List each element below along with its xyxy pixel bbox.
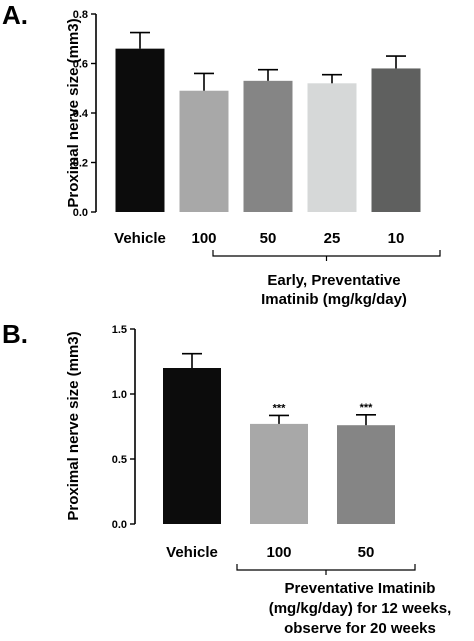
y-tick-label-a: 0.0 [73, 207, 88, 219]
group-label-b-line-1: (mg/kg/day) for 12 weeks, [269, 600, 452, 617]
group-label-a-line-0: Early, Preventative [267, 272, 400, 289]
category-label-b-0: Vehicle [166, 544, 218, 561]
y-tick-label-b: 0.5 [112, 454, 127, 466]
panel-b: B. Proximal nerve size (mm3) 0.0 0.5 1.0 1.5 V… [2, 319, 451, 637]
category-label-a-4: 10 [388, 230, 405, 247]
bar-a-1 [179, 90, 229, 212]
y-tick-label-a: 0.8 [73, 9, 88, 21]
panel-label-a: A. [2, 0, 28, 30]
group-label-b-line-0: Preventative Imatinib [285, 580, 436, 597]
category-label-a-1: 100 [191, 230, 216, 247]
category-label-b-1: 100 [266, 544, 291, 561]
y-tick-label-b: 0.0 [112, 519, 127, 531]
y-tick-label-b: 1.5 [112, 324, 127, 336]
panel-a: A. Proximal nerve size (mm3)0.0 0.2 0.4 0.6 0… [2, 0, 441, 308]
bar-a-0 [115, 48, 165, 213]
y-tick-label-a: 0.4 [73, 108, 89, 120]
significance-label-b-2: *** [360, 402, 374, 414]
category-label-a-0: Vehicle [114, 230, 166, 247]
bar-b-1 [250, 423, 308, 524]
bar-b-0 [163, 368, 221, 524]
panel-label-b: B. [2, 319, 28, 349]
category-label-b-2: 50 [358, 544, 375, 561]
group-label-a-line-1: Imatinib (mg/kg/day) [261, 291, 407, 308]
group-bracket-b [236, 564, 416, 571]
y-tick-label-a: 0.2 [73, 158, 88, 170]
group-bracket-a [212, 250, 441, 257]
y-axis-label-b: Proximal nerve size (mm3) [65, 331, 82, 520]
y-tick-label-b: 1.0 [112, 389, 127, 401]
category-label-a-2: 50 [260, 230, 277, 247]
bar-a-4 [371, 68, 421, 212]
category-label-a-3: 25 [324, 230, 341, 247]
group-label-b-line-2: observe for 20 weeks [284, 620, 436, 637]
bar-a-3 [307, 83, 357, 212]
significance-label-b-1: *** [273, 402, 287, 414]
bar-a-2 [243, 80, 293, 212]
y-axis-label-a: Proximal nerve size (mm3) [65, 18, 82, 207]
bar-b-2 [337, 425, 395, 524]
y-tick-label-a: 0.6 [73, 59, 88, 71]
